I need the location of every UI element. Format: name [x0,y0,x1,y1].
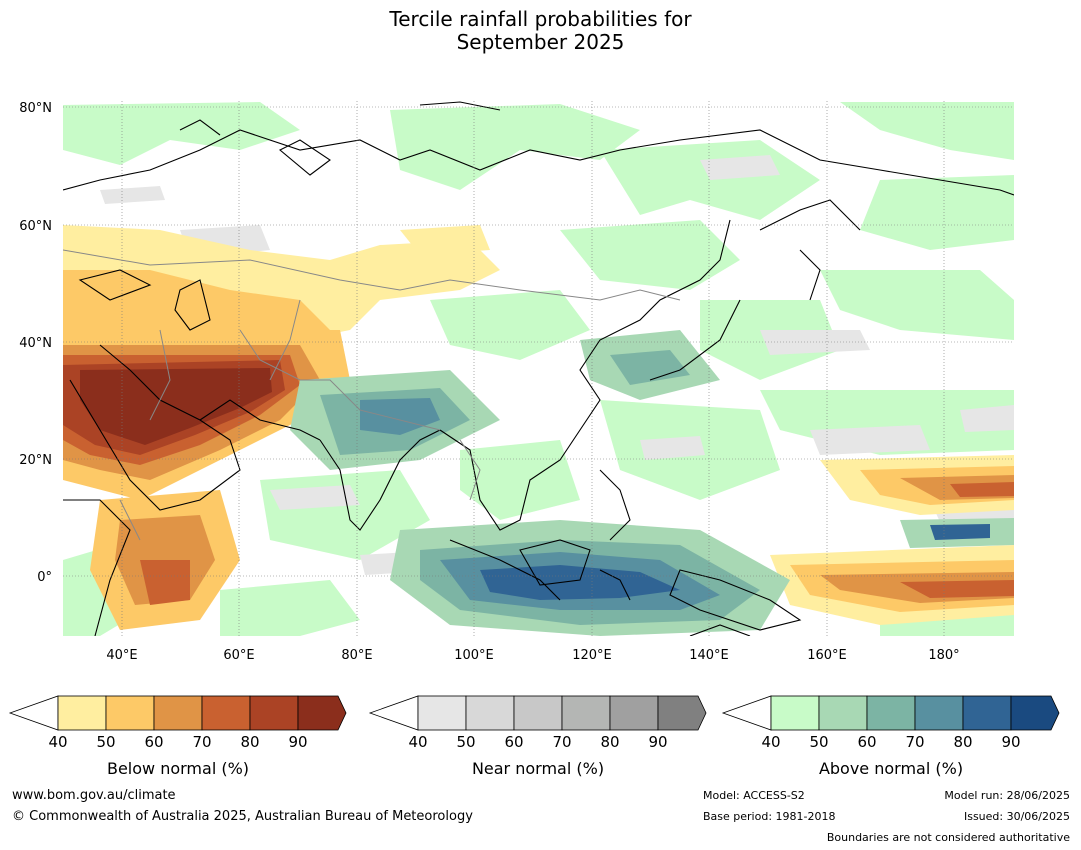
cb-tick: 90 [1001,733,1021,751]
cb-tick: 40 [761,733,781,751]
cb-tick: 40 [48,733,68,751]
colorbar-max-arrow [657,695,707,731]
lon-label: 40°E [106,648,137,663]
colorbar-cell [57,695,107,731]
lon-label: 60°E [223,648,254,663]
cb-tick: 90 [288,733,308,751]
map-title: Tercile rainfall probabilities for Septe… [0,8,1081,54]
colorbar-label-below: Below normal (%) [106,759,250,778]
colorbar-below-normal [8,695,347,731]
colorbar-label-above: Above normal (%) [818,759,964,778]
lon-label: 140°E [689,648,729,663]
lat-label: 20°N [19,453,52,468]
cb-tick: 70 [905,733,925,751]
cb-tick: 70 [192,733,212,751]
colorbar-cell [818,695,868,731]
title-line-1: Tercile rainfall probabilities for [389,7,692,31]
footer-model-run: Model run: 28/06/2025 [944,789,1070,802]
colorbar-cell [201,695,251,731]
country-borders [63,249,681,541]
cb-tick: 50 [809,733,829,751]
colorbar-cell [561,695,611,731]
lon-label: 100°E [454,648,494,663]
cb-tick: 40 [408,733,428,751]
colorbar-max-arrow [297,695,347,731]
cb-tick: 70 [552,733,572,751]
cb-tick: 60 [504,733,524,751]
colorbar-cell [249,695,299,731]
lon-label: 120°E [572,648,612,663]
colorbar-cell [153,695,203,731]
tercile-map: 80°N 60°N 40°N 20°N 0° 40°E 60°E 80°E 10… [19,101,1014,663]
colorbar-label-near: Near normal (%) [471,759,605,778]
colorbar-cell [914,695,964,731]
colorbar-min-arrow [8,695,59,731]
colorbar-cell [465,695,515,731]
colorbar-min-arrow [368,695,419,731]
lat-label: 60°N [19,219,52,234]
cb-tick: 80 [953,733,973,751]
colorbar-above-normal [721,695,1060,731]
colorbar-near-normal [368,695,707,731]
colorbar-max-arrow [1010,695,1060,731]
lat-label: 40°N [19,336,52,351]
cb-tick: 60 [857,733,877,751]
latitude-labels: 80°N 60°N 40°N 20°N 0° [19,101,52,585]
coastlines [63,101,1014,636]
lon-label: 160°E [807,648,847,663]
above-normal-strong-areas [290,330,1014,636]
colorbar-cell [866,695,916,731]
colorbar-cell [105,695,155,731]
colorbar-cell [417,695,467,731]
cb-tick: 60 [144,733,164,751]
footer-base-period: Base period: 1981-2018 [703,810,836,823]
cb-tick: 80 [240,733,260,751]
lat-label: 80°N [19,101,52,116]
footer-copyright: © Commonwealth of Australia 2025, Austra… [12,809,473,824]
footer-issued: Issued: 30/06/2025 [963,810,1070,823]
colorbar-min-arrow [721,695,772,731]
cb-tick: 50 [456,733,476,751]
footer-model: Model: ACCESS-S2 [703,789,805,802]
cb-tick: 80 [600,733,620,751]
lon-label: 80°E [341,648,372,663]
title-line-2: September 2025 [456,30,625,54]
footer-disclaimer: Boundaries are not considered authoritat… [826,831,1070,844]
colorbar-cell [609,695,659,731]
colorbar-cell [770,695,820,731]
lat-label: 0° [37,570,52,585]
longitude-labels: 40°E 60°E 80°E 100°E 120°E 140°E 160°E 1… [106,648,959,663]
colorbar-cell [962,695,1012,731]
cb-tick: 90 [648,733,668,751]
footer-website: www.bom.gov.au/climate [12,788,176,803]
cb-tick: 50 [96,733,116,751]
lon-label: 180° [928,648,959,663]
colorbar-cell [513,695,563,731]
graticule [63,101,1014,636]
